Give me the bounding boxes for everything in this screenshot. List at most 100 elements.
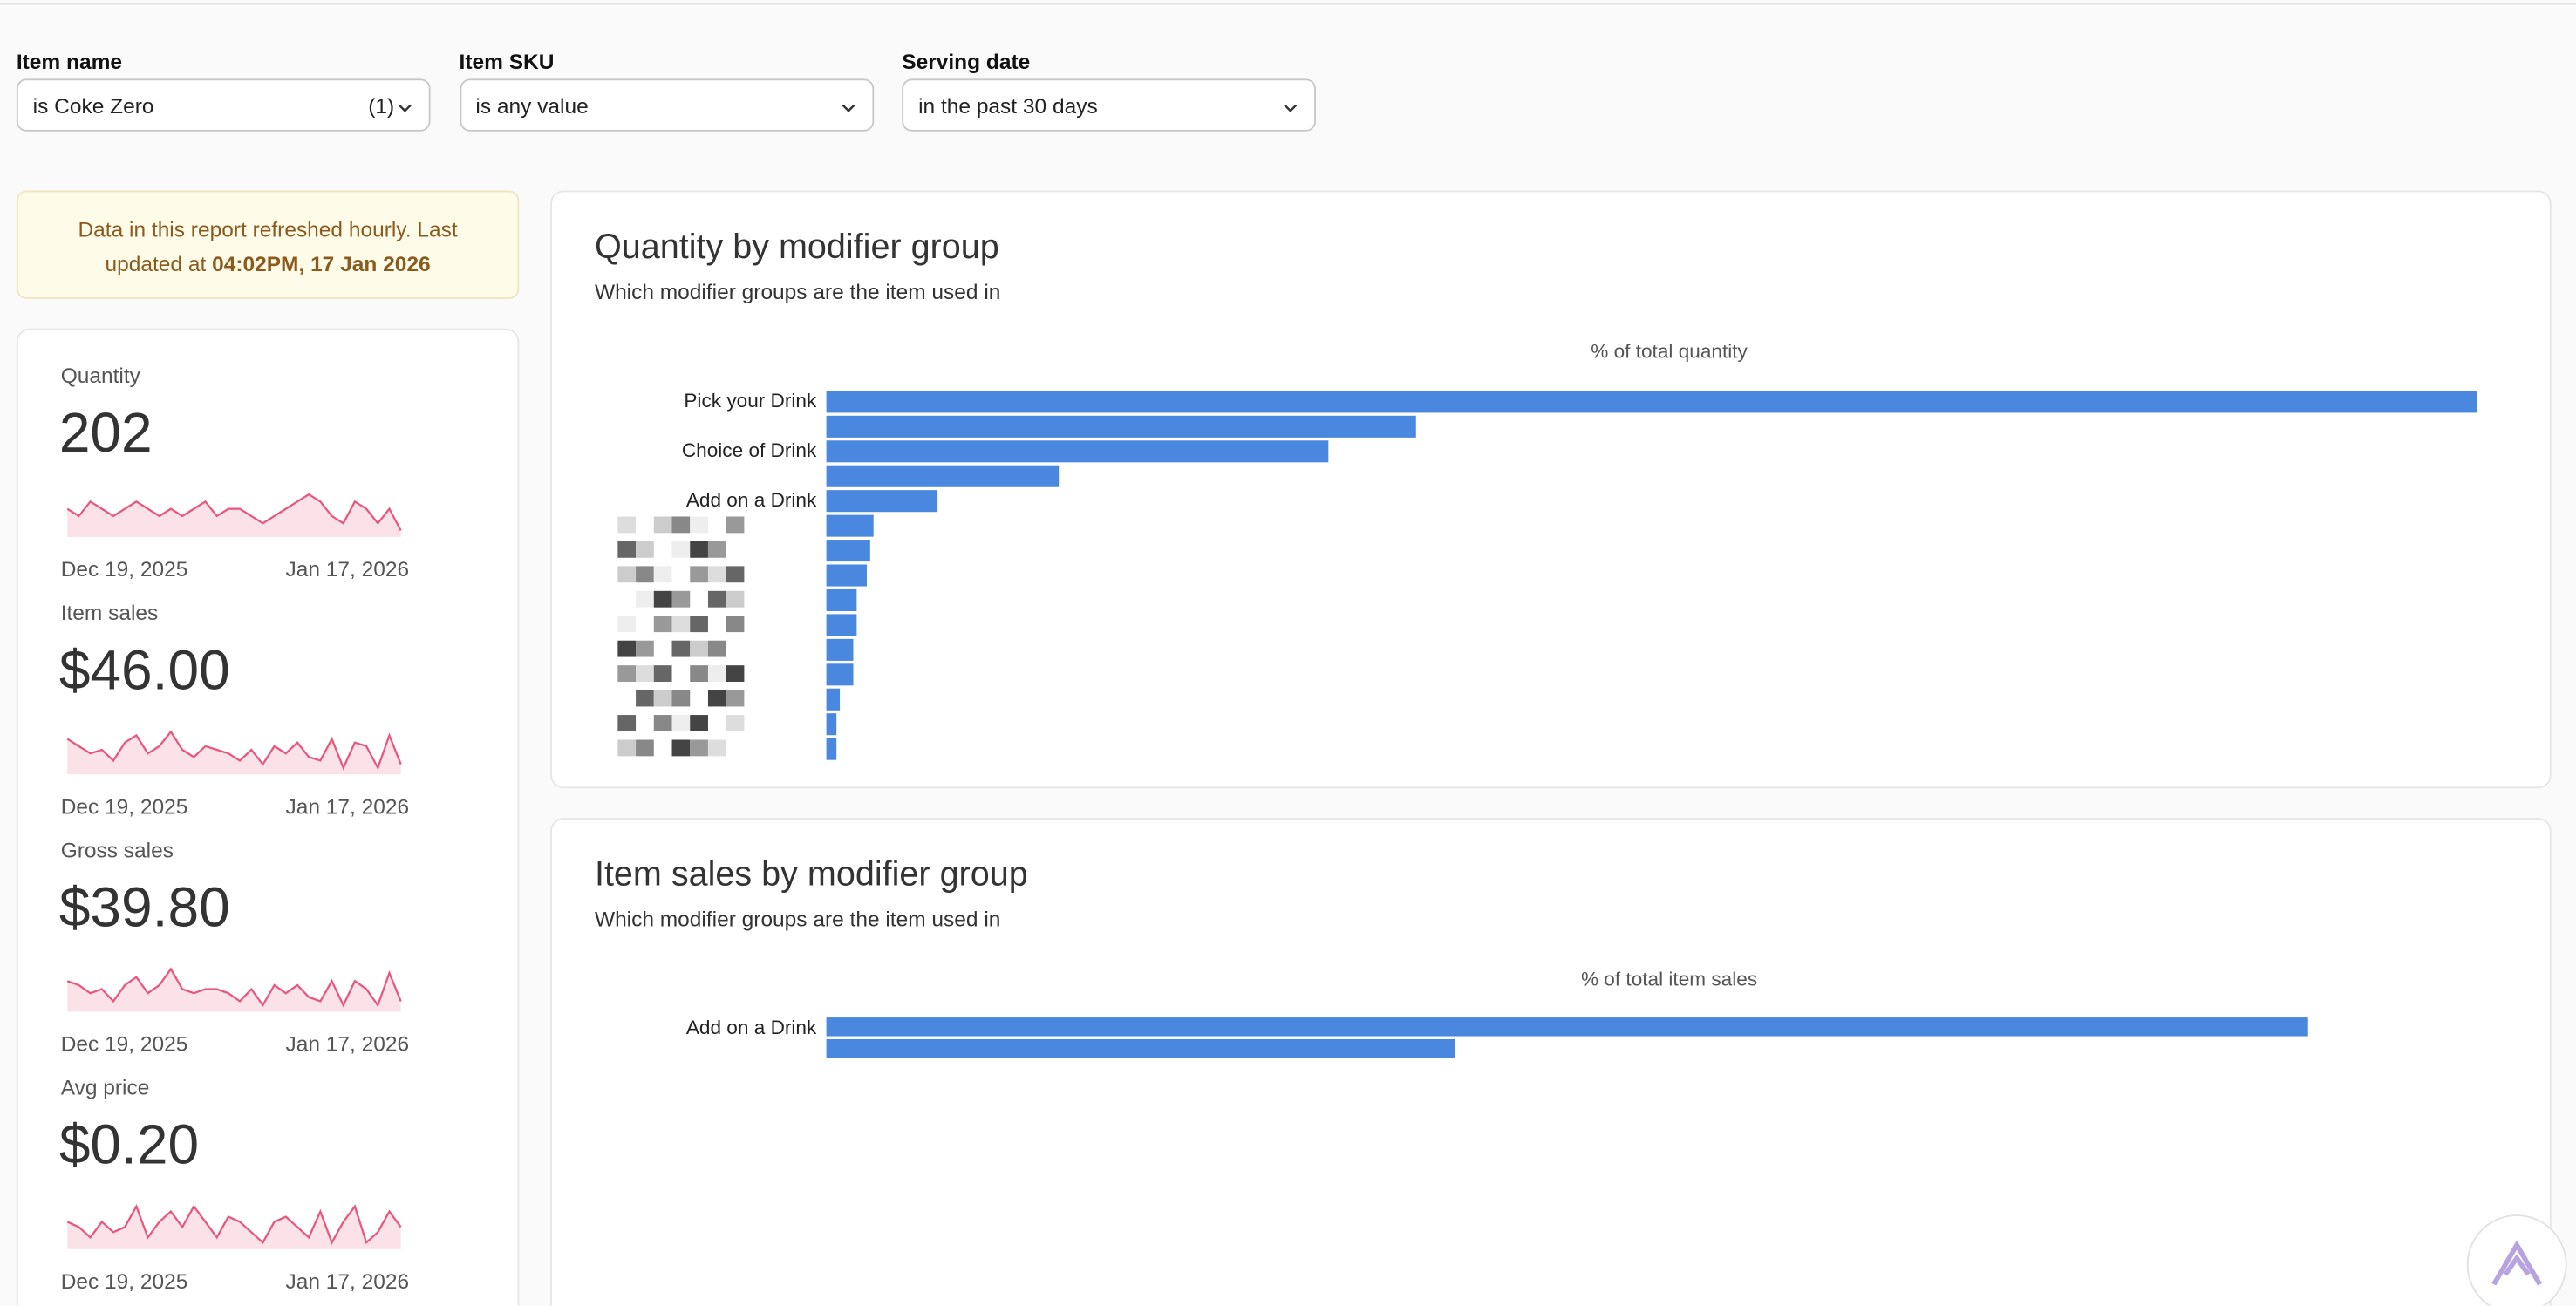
metric-value: 202 [59, 401, 153, 464]
metric-value: $46.00 [59, 638, 230, 701]
blurred-label [690, 665, 708, 683]
blurred-label [653, 516, 672, 534]
bar [826, 440, 1329, 463]
blurred-label [671, 590, 691, 608]
metric-label: Avg price [61, 1077, 150, 1100]
blurred-label [690, 739, 708, 757]
blurred-label [617, 640, 637, 657]
chevron-path[interactable] [1284, 103, 1298, 112]
bar [826, 1017, 2308, 1037]
metric-value: $0.20 [59, 1113, 199, 1176]
blurred-label [707, 690, 726, 707]
metric-value: $39.80 [59, 876, 230, 939]
filter-label: Serving date [902, 49, 1031, 74]
date-start: Dec 19, 2025 [61, 1033, 188, 1057]
filter-label: Item name [16, 49, 122, 74]
blurred-label [653, 590, 672, 608]
blurred-label [617, 541, 637, 558]
blurred-label [617, 616, 637, 633]
filter-count[interactable]: (1) [368, 93, 395, 119]
bar [826, 540, 870, 562]
blurred-label [726, 665, 745, 683]
blurred-label [690, 566, 708, 583]
bar [826, 588, 857, 611]
sparkline [66, 493, 402, 532]
bar [826, 614, 857, 636]
sparkline-area [67, 1206, 401, 1249]
metric-label: Quantity [61, 364, 141, 388]
filter-label: Item SKU [459, 49, 555, 74]
bar [826, 564, 867, 587]
chart-subtitle: Which modifier groups are the item used … [595, 908, 1000, 932]
chevron[interactable] [398, 101, 412, 114]
chart-title: Quantity by modifier group [595, 228, 999, 266]
blurred-label [636, 566, 654, 583]
bar [826, 688, 841, 711]
date-start: Dec 19, 2025 [61, 558, 188, 582]
metrics: Quantity 202 Dec 19, 2025 Jan 17, 2026 Item … [59, 364, 409, 1294]
axis-title: % of total item sales [1581, 968, 1757, 990]
date-start: Dec 19, 2025 [61, 1270, 188, 1294]
blurred-label [671, 640, 691, 657]
blurred-label [726, 516, 745, 534]
filter-right[interactable]: (1) [368, 80, 412, 131]
bar [826, 514, 874, 537]
blurred-label [671, 616, 691, 633]
chevron[interactable] [1283, 101, 1298, 114]
blurred-label [707, 640, 726, 657]
sparkline-area [67, 494, 401, 538]
filter-value[interactable]: is any value [475, 93, 589, 119]
bar [826, 713, 837, 736]
blurred-label [617, 566, 637, 583]
filter-select[interactable]: in the past 30 days [902, 78, 1317, 132]
chart: Item sales by modifier group Which modifi… [595, 854, 2308, 1058]
metric-label: Item sales [61, 602, 159, 625]
assistant-button[interactable] [2464, 1212, 2576, 1306]
blurred-label [671, 690, 691, 707]
bar [826, 638, 854, 661]
bar-label: Add on a Drink [686, 1017, 817, 1038]
blurred-label [671, 715, 691, 731]
blurred-label [617, 739, 637, 757]
filter-right[interactable] [1283, 80, 1298, 131]
blurred-label [671, 739, 691, 757]
sparkline [66, 967, 402, 1008]
chevron-path[interactable] [398, 103, 412, 112]
filter-value[interactable]: is Coke Zero [32, 93, 154, 119]
blurred-label [726, 590, 745, 608]
top-border [0, 3, 2576, 5]
blurred-label [653, 715, 672, 731]
bar [826, 738, 837, 760]
blurred-label [726, 715, 745, 731]
bar [826, 1038, 1455, 1058]
chevron-path[interactable] [841, 103, 855, 112]
bar [826, 391, 2477, 413]
notice: Data in this report refreshed hourly. La… [16, 190, 520, 299]
blurred-label [617, 715, 637, 731]
filter-select[interactable]: is Coke Zero (1) [16, 78, 431, 132]
blurred-label [707, 739, 726, 757]
sparkline [66, 1204, 402, 1245]
bar-label: Add on a Drink [686, 489, 817, 511]
filter-value[interactable]: in the past 30 days [918, 93, 1098, 119]
assistant-icon[interactable] [2491, 1240, 2542, 1286]
blurred-label [690, 640, 708, 657]
blurred-label [636, 665, 654, 683]
blurred-label [636, 590, 654, 608]
date-end: Jan 17, 2026 [285, 795, 409, 819]
blurred-label [690, 516, 708, 534]
metric-label: Gross sales [61, 839, 174, 862]
sparkline-area [67, 731, 401, 775]
chart-card: Item sales by modifier group Which modifi… [550, 818, 2552, 1306]
filter-right[interactable] [841, 80, 855, 131]
blurred-label [671, 516, 691, 534]
blurred-label [636, 541, 654, 558]
chart-subtitle: Which modifier groups are the item used … [595, 281, 1000, 304]
blurred-label [690, 715, 708, 731]
blurred-label [726, 616, 745, 633]
filter-select[interactable]: is any value [459, 78, 874, 132]
bar-label: Pick your Drink [684, 390, 817, 412]
chevron[interactable] [841, 101, 855, 114]
